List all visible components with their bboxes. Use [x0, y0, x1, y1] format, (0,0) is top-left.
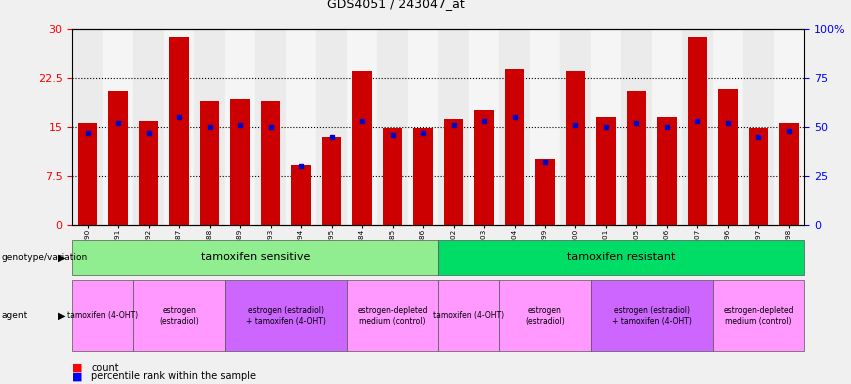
Bar — [408, 29, 438, 225]
Bar — [317, 29, 347, 225]
Text: tamoxifen resistant: tamoxifen resistant — [567, 252, 676, 262]
Text: agent: agent — [2, 311, 28, 320]
Text: percentile rank within the sample: percentile rank within the sample — [91, 371, 256, 381]
Text: ▶: ▶ — [59, 311, 66, 321]
Bar — [225, 29, 255, 225]
Bar — [108, 91, 128, 225]
Bar — [626, 91, 647, 225]
Bar — [72, 29, 103, 225]
Bar — [718, 89, 738, 225]
Bar — [500, 29, 529, 225]
Text: estrogen-depleted
medium (control): estrogen-depleted medium (control) — [723, 306, 794, 326]
Bar — [535, 159, 555, 225]
Text: tamoxifen sensitive: tamoxifen sensitive — [201, 252, 310, 262]
Bar — [474, 111, 494, 225]
Bar — [621, 29, 652, 225]
Bar — [657, 117, 677, 225]
Bar — [377, 29, 408, 225]
Bar — [346, 29, 377, 225]
Bar — [688, 36, 707, 225]
Bar — [413, 128, 433, 225]
Bar — [743, 29, 774, 225]
Text: ■: ■ — [72, 363, 83, 373]
Text: estrogen
(estradiol): estrogen (estradiol) — [525, 306, 565, 326]
Text: ■: ■ — [72, 371, 83, 381]
Bar — [469, 29, 500, 225]
Bar — [560, 29, 591, 225]
Bar — [652, 29, 683, 225]
Bar — [200, 101, 220, 225]
Text: ▶: ▶ — [59, 252, 66, 262]
Bar — [749, 128, 768, 225]
Bar — [169, 36, 189, 225]
Text: estrogen
(estradiol): estrogen (estradiol) — [159, 306, 199, 326]
Bar — [230, 99, 250, 225]
Text: GDS4051 / 243047_at: GDS4051 / 243047_at — [327, 0, 465, 10]
Bar — [77, 124, 98, 225]
Text: tamoxifen (4-OHT): tamoxifen (4-OHT) — [433, 311, 505, 320]
Text: tamoxifen (4-OHT): tamoxifen (4-OHT) — [67, 311, 139, 320]
Bar — [774, 29, 804, 225]
Bar — [103, 29, 134, 225]
Bar — [438, 29, 469, 225]
Bar — [505, 69, 524, 225]
Bar — [591, 29, 621, 225]
Text: count: count — [91, 363, 118, 373]
Bar — [779, 124, 799, 225]
Bar — [596, 117, 616, 225]
Text: genotype/variation: genotype/variation — [2, 253, 88, 262]
Bar — [139, 121, 158, 225]
Bar — [712, 29, 743, 225]
Bar — [134, 29, 163, 225]
Bar — [163, 29, 194, 225]
Bar — [566, 71, 585, 225]
Bar — [352, 71, 372, 225]
Bar — [286, 29, 317, 225]
Bar — [322, 137, 341, 225]
Bar — [260, 101, 281, 225]
Bar — [683, 29, 712, 225]
Bar — [291, 165, 311, 225]
Bar — [255, 29, 286, 225]
Bar — [194, 29, 225, 225]
Bar — [529, 29, 560, 225]
Bar — [383, 128, 403, 225]
Text: estrogen (estradiol)
+ tamoxifen (4-OHT): estrogen (estradiol) + tamoxifen (4-OHT) — [612, 306, 692, 326]
Text: estrogen-depleted
medium (control): estrogen-depleted medium (control) — [357, 306, 428, 326]
Bar — [443, 119, 464, 225]
Text: estrogen (estradiol)
+ tamoxifen (4-OHT): estrogen (estradiol) + tamoxifen (4-OHT) — [246, 306, 326, 326]
